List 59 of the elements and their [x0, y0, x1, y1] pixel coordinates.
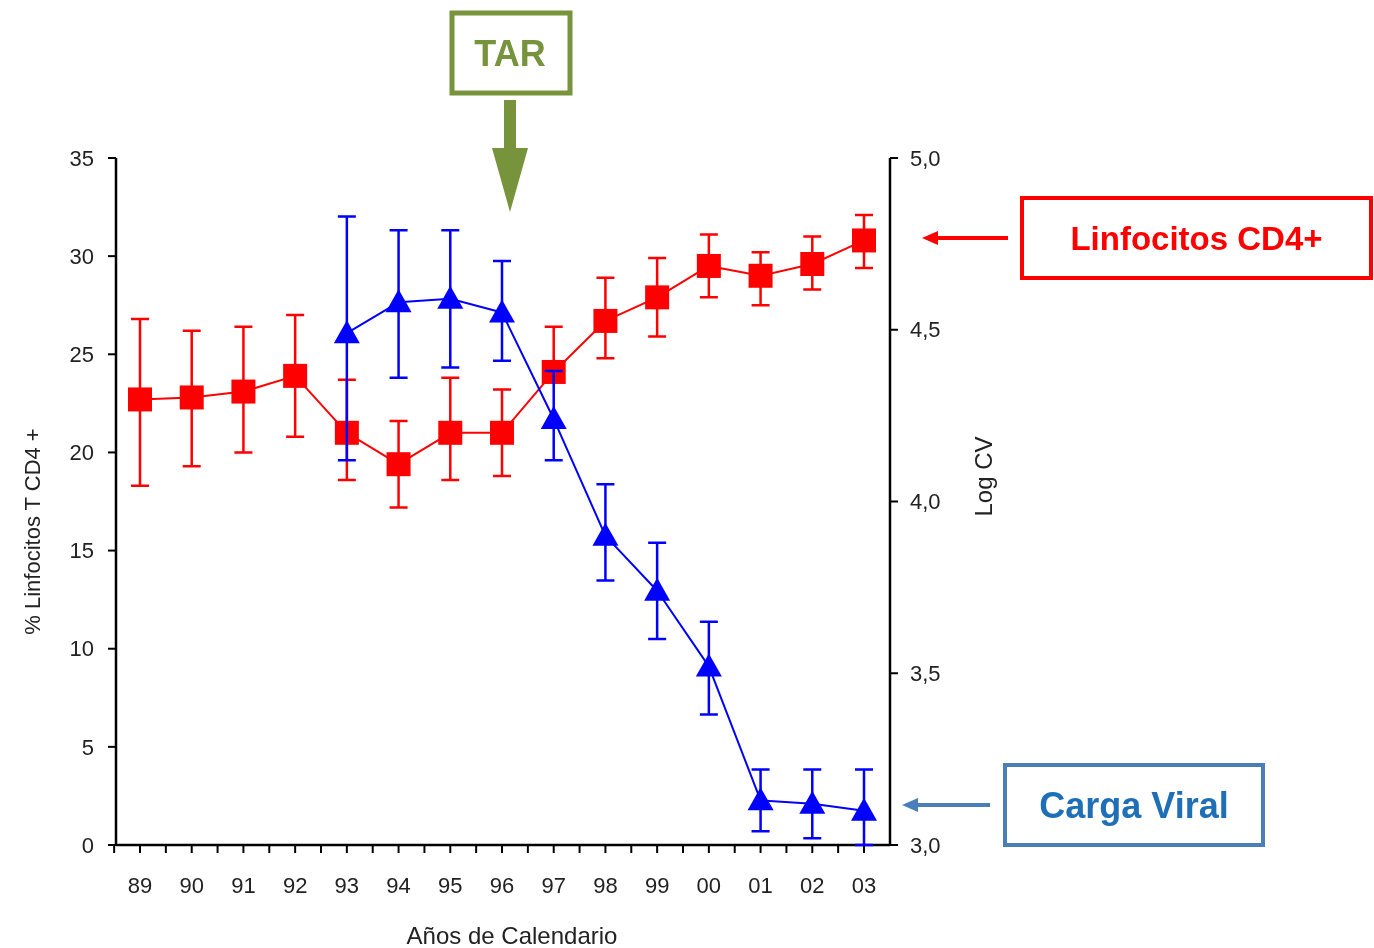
point: [696, 253, 721, 278]
y2-axis-title: Log CV: [970, 436, 997, 517]
x-tick-label: 91: [231, 873, 256, 898]
x-tick-label: 97: [541, 873, 566, 898]
point: [283, 363, 308, 388]
x-tick-label: 03: [851, 873, 877, 898]
point: [438, 420, 463, 445]
point: [747, 787, 774, 811]
y-tick-label: 10: [69, 636, 94, 662]
y2-tick-label: 3,0: [910, 832, 941, 858]
point: [333, 320, 360, 344]
y-tick-label: 15: [69, 538, 94, 564]
x-tick-label: 99: [644, 873, 670, 898]
text: Carga Viral: [1039, 784, 1229, 826]
y2-tick-label: 4,5: [910, 317, 941, 343]
point: [386, 452, 411, 477]
point: [385, 289, 412, 313]
point: [748, 263, 773, 288]
x-tick-label: 92: [282, 873, 308, 898]
y-tick-label: 30: [69, 243, 94, 269]
point: [490, 420, 514, 445]
point: [592, 522, 619, 546]
point: [437, 285, 464, 309]
y2-tick-label: 4,0: [910, 489, 941, 515]
x-tick-label: 02: [800, 873, 825, 898]
text: TAR: [474, 32, 546, 74]
x-tick-label: 96: [489, 873, 515, 898]
point: [645, 285, 670, 310]
x-tick-label: 94: [386, 873, 411, 898]
legend-label: Linfocitos CD4+: [1070, 219, 1323, 257]
y-tick-label: 0: [81, 832, 94, 858]
point: [799, 790, 826, 814]
point: [644, 577, 671, 601]
point: [800, 251, 825, 276]
point: [593, 308, 618, 333]
y-tick-label: 20: [69, 440, 94, 466]
x-axis-title: Años de Calendario: [406, 922, 618, 948]
x-tick-label: 90: [179, 873, 204, 898]
point: [540, 406, 567, 430]
point: [128, 387, 152, 412]
x-tick-label: 00: [696, 873, 722, 898]
point: [489, 299, 515, 323]
point: [179, 385, 204, 410]
x-tick-label: 95: [438, 873, 463, 898]
x-tick-label: 98: [593, 873, 618, 898]
y2-tick-label: 5,0: [910, 145, 941, 171]
y-axis-title: % Linfocitos T CD4 +: [20, 428, 45, 635]
x-tick-label: 89: [127, 873, 153, 898]
y-tick-label: 35: [69, 145, 94, 171]
point: [231, 379, 256, 404]
point: [695, 653, 722, 677]
y2-tick-label: 3,5: [910, 660, 941, 686]
point: [851, 797, 877, 821]
x-tick-label: 93: [334, 873, 360, 898]
point: [852, 228, 876, 253]
y-tick-label: 5: [81, 734, 94, 760]
point: [334, 420, 359, 445]
y-tick-label: 25: [69, 341, 94, 367]
x-tick-label: 01: [748, 873, 773, 898]
